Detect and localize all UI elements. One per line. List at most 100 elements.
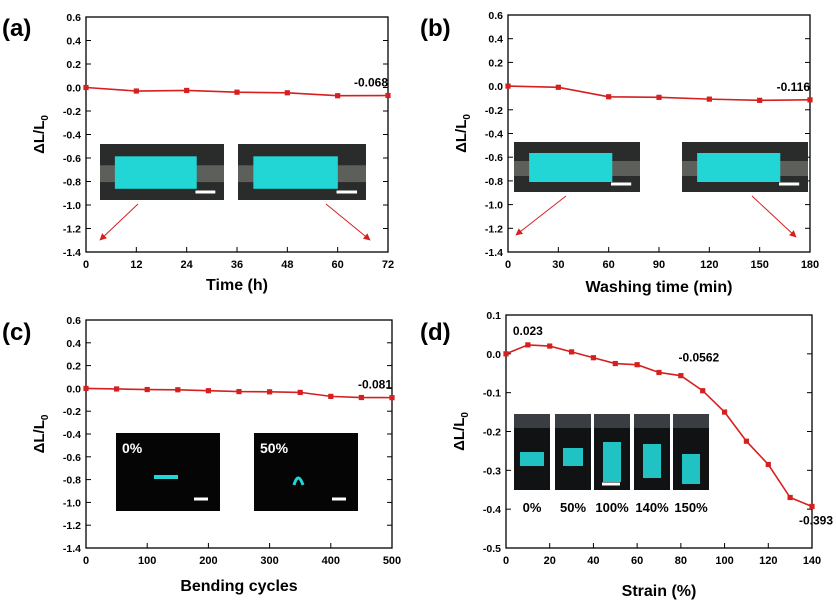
x-tick-label: 60 <box>603 259 615 271</box>
inset-photo <box>634 414 670 490</box>
data-point <box>133 88 139 94</box>
y-tick-label: 0.1 <box>486 310 501 322</box>
data-label: -0.081 <box>358 378 392 392</box>
x-tick-label: 12 <box>130 259 142 271</box>
y-tick-label: -1.2 <box>485 223 503 235</box>
x-tick-label: 150 <box>750 259 768 271</box>
y-tick-label: -0.8 <box>63 177 81 189</box>
glowing-sample <box>682 454 700 484</box>
y-tick-label: -0.2 <box>63 406 81 418</box>
x-tick-label: 140 <box>803 555 821 567</box>
photo-clamp <box>555 414 591 428</box>
x-tick-label: 60 <box>631 555 643 567</box>
x-tick-label: 500 <box>383 555 401 567</box>
x-tick-label: 40 <box>587 555 599 567</box>
y-tick-label: -1.2 <box>63 520 81 532</box>
x-tick-label: 20 <box>544 555 556 567</box>
glowing-sample <box>520 452 544 466</box>
y-tick-label: -1.2 <box>63 224 81 236</box>
data-point <box>787 494 793 501</box>
data-point <box>358 394 364 401</box>
panel-d: (d) -0.5 -0.4 -0.3 -0.2 -0.1 0.0 0.1 0 20 40 60 80 10… <box>420 310 833 600</box>
data-point <box>590 355 597 361</box>
data-point <box>765 461 771 468</box>
strain-label: 0% <box>122 440 143 456</box>
glowing-sample <box>563 448 583 466</box>
y-axis-label-subscript: 0 <box>462 114 473 120</box>
y-tick-label: 0.6 <box>488 10 503 22</box>
x-tick-label: 180 <box>801 259 819 271</box>
data-point <box>236 388 242 395</box>
y-tick-label: 0.2 <box>66 59 81 71</box>
y-tick-label: -0.8 <box>63 475 81 487</box>
y-tick-label: -0.1 <box>483 388 501 400</box>
y-tick-label: -0.2 <box>485 105 503 117</box>
strain-label: 140% <box>635 500 669 515</box>
y-axis-label: ΔL/L0 <box>31 414 51 453</box>
inset-photo <box>100 144 224 200</box>
y-tick-label: -0.4 <box>63 429 81 441</box>
panel-c: (c) -1.4 -1.2 -1.0 -0.8 -0.6 -0.4 -0.2 0.0 0.2 0.4… <box>2 315 401 595</box>
y-tick-label: -0.4 <box>63 130 81 142</box>
y-axis-label-subscript: 0 <box>40 115 51 121</box>
data-point <box>700 388 706 394</box>
x-tick-label: 0 <box>83 555 89 567</box>
x-axis-label: Washing time (min) <box>586 279 733 296</box>
x-tick-label: 0 <box>505 259 511 271</box>
bent-fiber <box>292 476 305 486</box>
data-point <box>706 96 712 102</box>
data-point <box>656 94 662 100</box>
data-point <box>267 389 273 395</box>
data-point <box>555 84 561 90</box>
y-tick-label: -0.4 <box>483 504 501 516</box>
y-tick-label: -0.8 <box>485 176 503 188</box>
strain-label: 50% <box>260 440 289 456</box>
data-point <box>503 351 509 357</box>
glowing-sample <box>643 444 661 478</box>
data-point <box>612 360 618 367</box>
y-tick-label: 0.4 <box>66 338 81 350</box>
y-tick-label: -1.0 <box>63 200 81 212</box>
y-tick-label: -1.4 <box>485 247 503 259</box>
y-tick-label: -0.4 <box>485 129 503 141</box>
x-tick-label: 24 <box>181 259 194 271</box>
x-tick-label: 36 <box>231 259 243 271</box>
data-label: 0.023 <box>513 324 543 338</box>
y-tick-label: -0.6 <box>485 152 503 164</box>
strain-label: 0% <box>523 500 542 515</box>
x-tick-label: 300 <box>260 555 278 567</box>
inset-photo: 50% <box>254 433 358 511</box>
data-point <box>547 343 553 349</box>
data-point <box>175 387 181 393</box>
pointer-arrow <box>515 195 567 236</box>
x-tick-label: 72 <box>382 259 394 271</box>
data-label: -0.393 <box>799 513 833 527</box>
panel-b: (b) -1.4 -1.2 -1.0 -0.8 -0.6 -0.4 -0.2 0.0 0.2 0.4… <box>420 10 819 296</box>
y-tick-label: -0.6 <box>63 153 81 165</box>
y-axis-label: ΔL/L0 <box>31 115 51 154</box>
inset-photo <box>682 142 808 192</box>
data-point <box>83 84 89 91</box>
x-axis-label: Time (h) <box>206 277 268 294</box>
plot-frame <box>507 14 811 253</box>
y-axis-label: ΔL/L0 <box>453 114 473 153</box>
pointer-arrow <box>325 203 371 241</box>
data-point <box>634 362 640 368</box>
data-point <box>144 386 150 393</box>
panel-a: (a) -1.4 -1.2 -1.0 -0.8 -0.6 -0.4 -0.2 0.0 0.2 0.4… <box>2 12 394 294</box>
inset-photo <box>555 414 591 490</box>
data-point <box>114 386 120 392</box>
y-tick-label: 0.0 <box>66 83 81 95</box>
y-axis-label-subscript: 0 <box>40 414 51 420</box>
y-axis-label-main: ΔL/L <box>453 120 470 153</box>
x-tick-label: 100 <box>715 555 733 567</box>
x-tick-label: 80 <box>675 555 687 567</box>
x-tick-label: 60 <box>332 259 344 271</box>
data-point <box>389 395 395 401</box>
data-point <box>721 409 728 415</box>
y-tick-label: 0.4 <box>488 34 503 46</box>
y-tick-label: 0.6 <box>66 315 81 327</box>
data-point <box>205 388 211 394</box>
strain-label: 150% <box>674 500 708 515</box>
glowing-panel <box>529 153 613 182</box>
